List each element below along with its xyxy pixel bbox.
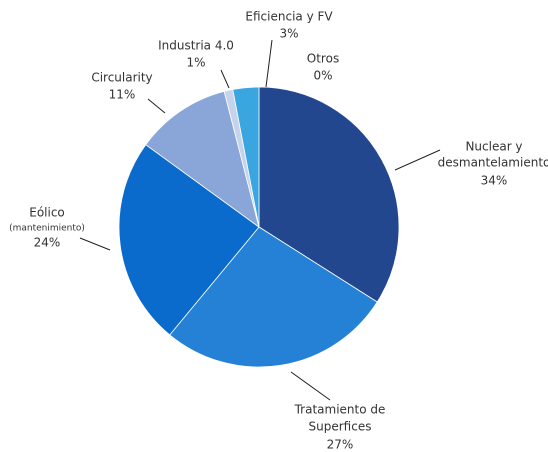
slice-label: Eólico [29,206,65,220]
value-label: 3% [279,27,298,41]
slice-label: desmantelamiento [438,156,548,170]
pie-slice [145,90,260,228]
pie-slice [258,86,400,303]
value-label: 0% [313,69,332,83]
leader-line [290,371,331,401]
slice-label: (mantenimiento) [9,224,85,234]
slice-label: Circularity [91,71,152,85]
slice-label: Superfices [309,420,372,434]
value-label: 1% [186,56,205,70]
slice-label: Otros [307,52,339,66]
pie-slice [169,226,378,368]
leader-line [220,69,230,89]
value-label: 24% [34,236,61,250]
pie-slice [118,144,260,336]
slice-label: Eficiencia y FV [245,10,333,24]
slice-label: Nuclear y [465,140,522,154]
slice-label: Tratamiento de [294,403,386,417]
pie-slice [232,86,260,228]
slice-label: Industria 4.0 [158,39,234,53]
leader-line [79,237,111,251]
value-label: 11% [109,88,136,102]
leader-line [265,39,273,88]
leader-line [394,149,441,171]
value-label: 34% [481,174,508,188]
leader-line [147,98,166,114]
value-label: 27% [327,438,354,452]
